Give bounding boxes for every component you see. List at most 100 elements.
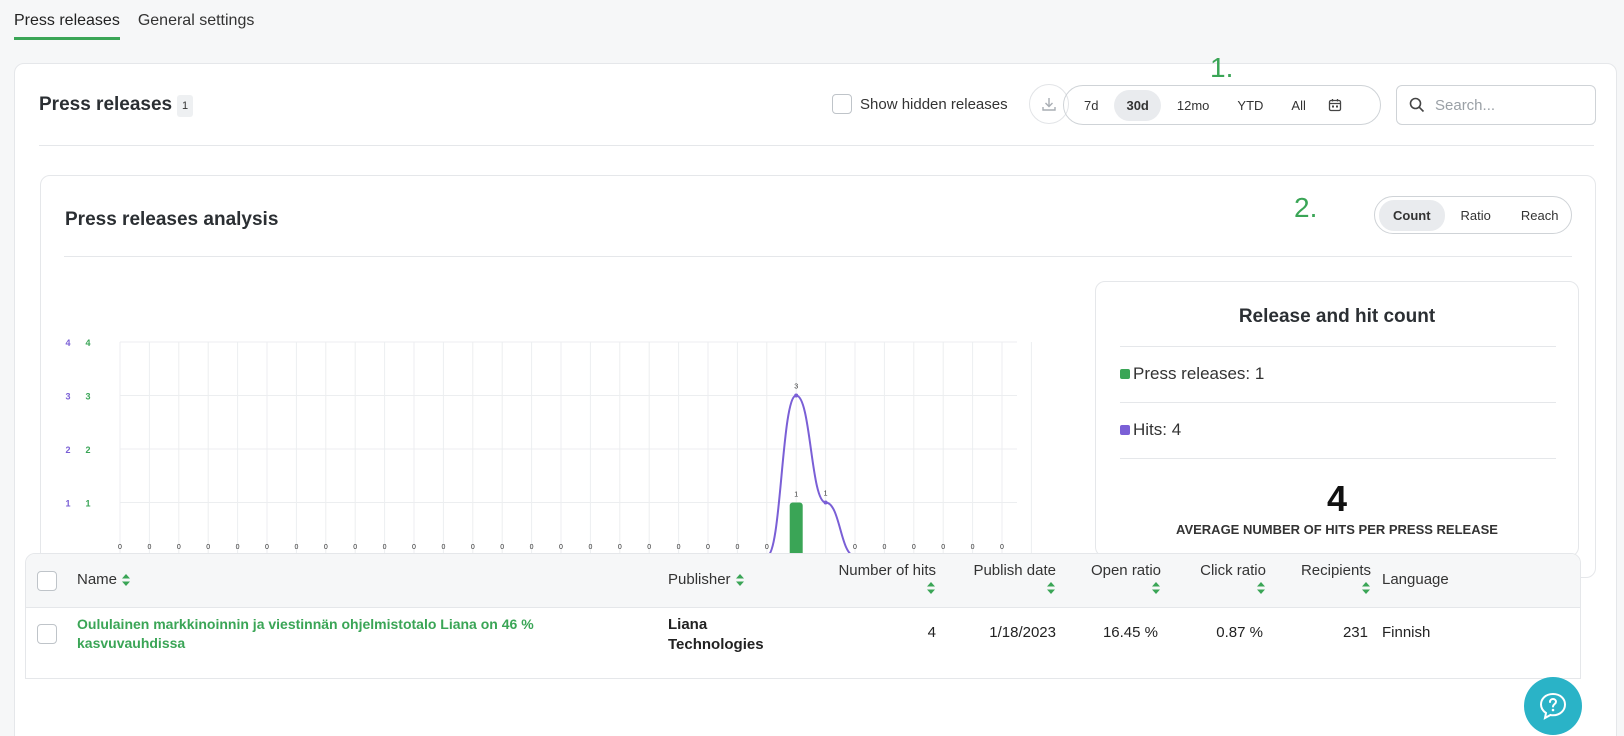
point-data-label: 0 [118, 544, 122, 551]
point-hits [794, 393, 799, 398]
point-data-label: 0 [471, 544, 475, 551]
column-recipients-label: Recipients [1300, 562, 1371, 579]
column-click-ratio-label: Click ratio [1200, 562, 1266, 579]
analysis-title: Press releases analysis [65, 209, 279, 230]
tab-press-releases[interactable]: Press releases [14, 0, 120, 40]
table-row[interactable]: Oululainen markkinoinnin ja viestinnän o… [26, 608, 1580, 678]
period-ytd-button[interactable]: YTD [1237, 97, 1264, 113]
download-icon [1042, 98, 1056, 111]
y-tick-label-releases: 2 [85, 445, 90, 455]
press-releases-chart: 0 0 1 1 2 2 3 3 4 4 1 0 0 0 0 0 0 0 0 0 0 0 0 0 0 0 0 0 0 0 0 0 0 0 3 1 0 0 0 0… [65, 338, 1032, 579]
help-button[interactable] [1524, 677, 1582, 735]
point-data-label: 0 [882, 544, 886, 551]
help-chat-icon [1539, 692, 1567, 720]
click-ratio-cell: 0.87 % [1216, 624, 1263, 641]
period-selector: 7d 30d 12mo YTD All [1063, 85, 1381, 125]
release-name-link[interactable]: Oululainen markkinoinnin ja viestinnän o… [77, 615, 597, 653]
bar-data-label: 1 [794, 492, 798, 499]
show-hidden-toggle[interactable]: Show hidden releases [832, 94, 1008, 114]
point-data-label: 0 [912, 544, 916, 551]
press-releases-count-text: Press releases: 1 [1133, 364, 1265, 383]
sort-icon[interactable] [1256, 581, 1266, 595]
column-click-ratio[interactable]: Click ratio [1171, 562, 1266, 599]
y-tick-label-hits: 2 [65, 445, 70, 455]
summary-panel: Release and hit count Press releases: 1 … [1095, 281, 1579, 557]
column-hits-label: Number of hits [838, 562, 936, 579]
select-all-checkbox[interactable] [37, 571, 57, 591]
sort-icon[interactable] [1151, 581, 1161, 595]
tab-general-settings[interactable]: General settings [137, 12, 255, 29]
summary-press-releases: Press releases: 1 [1120, 364, 1264, 384]
y-tick-label-releases: 4 [85, 338, 90, 348]
sort-icon[interactable] [735, 573, 745, 587]
column-publish-date[interactable]: Publish date [956, 562, 1056, 599]
column-name[interactable]: Name [77, 571, 131, 588]
view-count-button[interactable]: Count [1379, 199, 1445, 231]
count-badge: 1 [177, 95, 194, 117]
period-7d-button[interactable]: 7d [1084, 97, 1099, 113]
show-hidden-label: Show hidden releases [860, 95, 1008, 113]
search-box[interactable] [1396, 85, 1596, 125]
period-12mo-button[interactable]: 12mo [1176, 97, 1210, 113]
y-tick-label-hits: 4 [65, 338, 70, 348]
point-data-label: 0 [353, 544, 357, 551]
column-recipients[interactable]: Recipients [1276, 562, 1371, 599]
press-releases-legend-swatch [1120, 369, 1130, 379]
point-data-label: 0 [706, 544, 710, 551]
point-data-label: 0 [441, 544, 445, 551]
point-data-label: 0 [941, 544, 945, 551]
recipients-cell: 231 [1342, 624, 1368, 641]
column-open-ratio[interactable]: Open ratio [1066, 562, 1161, 599]
column-open-ratio-label: Open ratio [1090, 562, 1161, 579]
sort-icon[interactable] [926, 581, 936, 595]
search-input[interactable] [1435, 96, 1585, 114]
average-hits-value: 4 [1326, 478, 1348, 519]
summary-divider [1120, 402, 1556, 403]
view-selector: Count Ratio Reach [1374, 196, 1572, 234]
publisher-cell: Liana Technologies [668, 615, 764, 655]
point-data-label: 0 [647, 544, 651, 551]
point-data-label: 0 [588, 544, 592, 551]
column-hits[interactable]: Number of hits [836, 562, 936, 599]
sort-icon[interactable] [121, 573, 131, 587]
average-hits-label: AVERAGE NUMBER OF HITS PER PRESS RELEASE [1176, 522, 1498, 537]
summary-divider [1120, 458, 1556, 459]
column-publisher-label: Publisher [668, 571, 731, 588]
column-name-label: Name [77, 571, 118, 588]
point-data-label: 0 [559, 544, 563, 551]
y-tick-label-hits: 1 [65, 499, 70, 509]
release-name-line-1: Oululainen markkinoinnin ja viestinnän o… [77, 616, 534, 632]
header-divider [39, 145, 1594, 146]
sort-icon[interactable] [1046, 581, 1056, 595]
hits-count-text: Hits: 4 [1133, 420, 1182, 439]
point-data-label: 0 [324, 544, 328, 551]
point-data-label: 0 [853, 544, 857, 551]
analysis-divider [64, 256, 1572, 257]
bar-press-releases [789, 502, 803, 556]
summary-title: Release and hit count [1238, 306, 1436, 327]
period-30d-button[interactable]: 30d [1114, 89, 1161, 121]
view-ratio-button[interactable]: Ratio [1460, 207, 1491, 223]
annotation-1: 1. [1210, 52, 1234, 83]
point-data-label: 0 [206, 544, 210, 551]
publisher-line-1: Liana [668, 616, 708, 633]
point-data-label: 1 [824, 491, 828, 498]
point-data-label: 3 [794, 384, 798, 391]
point-data-label: 0 [147, 544, 151, 551]
view-reach-button[interactable]: Reach [1520, 207, 1559, 223]
point-data-label: 0 [618, 544, 622, 551]
publisher-line-2: Technologies [668, 636, 764, 653]
column-language: Language [1382, 571, 1449, 588]
point-data-label: 0 [735, 544, 739, 551]
point-data-label: 0 [265, 544, 269, 551]
point-data-label: 0 [765, 544, 769, 551]
column-publisher[interactable]: Publisher [668, 571, 745, 588]
calendar-icon[interactable] [1328, 98, 1342, 112]
open-ratio-cell: 16.45 % [1102, 624, 1158, 641]
summary-divider [1120, 346, 1556, 347]
period-all-button[interactable]: All [1291, 97, 1306, 113]
point-data-label: 0 [971, 544, 975, 551]
sort-icon[interactable] [1361, 581, 1371, 595]
show-hidden-checkbox[interactable] [832, 94, 852, 114]
row-checkbox[interactable] [37, 624, 57, 644]
